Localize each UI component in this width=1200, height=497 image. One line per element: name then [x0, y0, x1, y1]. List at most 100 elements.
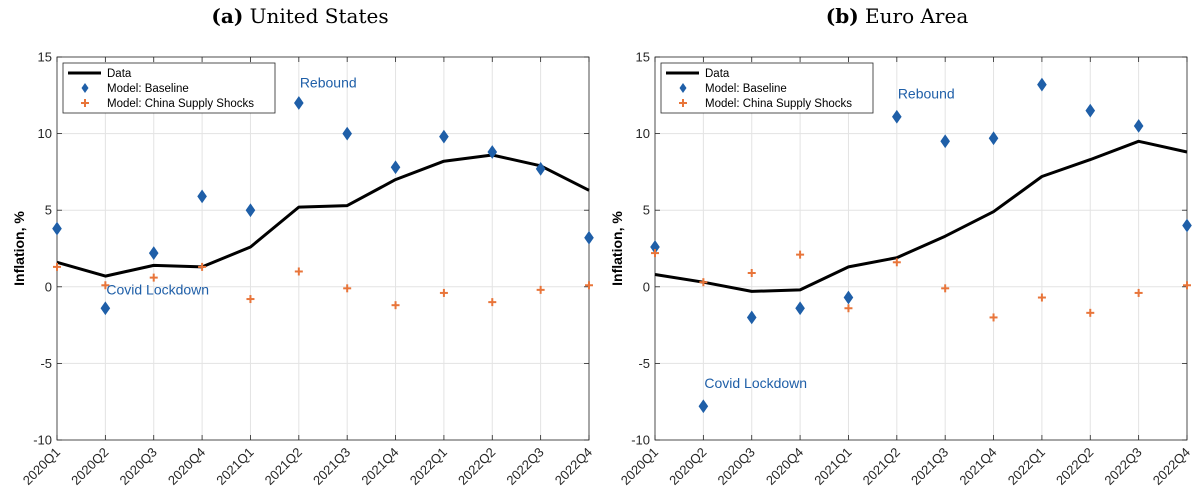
x-tick-label: 2020Q1: [618, 445, 661, 488]
point-baseline: [197, 189, 207, 204]
legend: Data Model: Baseline Model: China Supply S…: [660, 62, 874, 114]
point-china-supply: [989, 313, 998, 322]
x-tick-label: 2020Q3: [117, 445, 160, 488]
point-baseline: [390, 160, 401, 175]
annotation: Rebound: [300, 75, 357, 91]
panel-b-title-text: Euro Area: [865, 4, 969, 28]
point-china-supply: [651, 249, 659, 258]
point-china-supply: [699, 278, 708, 287]
point-baseline: [439, 129, 449, 144]
x-tick-label: 2022Q3: [503, 445, 546, 488]
legend-label: Data: [107, 68, 132, 80]
point-china-supply: [53, 262, 61, 271]
point-china-supply: [1037, 293, 1046, 302]
x-tick-label: 2020Q4: [763, 445, 806, 488]
legend-label: Model: China Supply Shocks: [705, 98, 852, 110]
point-china-supply: [488, 298, 497, 307]
point-china-supply: [536, 285, 545, 294]
series-line-data: [654, 139, 1188, 293]
x-tick-label: 2021Q3: [908, 445, 951, 488]
point-china-supply: [941, 284, 950, 293]
legend-label: Model: Baseline: [107, 83, 189, 95]
legend-swatch-diamond: [81, 83, 89, 93]
y-tick-label: 10: [636, 126, 650, 141]
point-baseline: [1037, 77, 1047, 92]
x-tick-label: 2022Q4: [1150, 445, 1193, 488]
y-tick-label: -5: [40, 356, 52, 371]
panel-b-title: (b) Euro Area: [826, 4, 968, 28]
x-tick-label: 2021Q4: [358, 445, 401, 488]
point-china-supply: [1086, 308, 1095, 317]
y-tick-label: 5: [45, 203, 52, 218]
x-tick-label: 2021Q2: [860, 445, 903, 488]
x-tick-label: 2020Q1: [20, 445, 63, 488]
panel-a-title-text: United States: [249, 4, 389, 28]
x-tick-label: 2022Q1: [1005, 445, 1048, 488]
x-tick-label: 2021Q3: [310, 445, 353, 488]
point-china-supply: [198, 262, 207, 271]
x-tick-label: 2021Q4: [956, 445, 999, 488]
point-china-supply: [246, 295, 255, 304]
y-tick-label: -5: [638, 356, 650, 371]
point-baseline: [940, 134, 950, 149]
y-axis-label: Inflation, %: [609, 211, 625, 286]
point-china-supply: [439, 288, 448, 297]
point-baseline: [988, 131, 999, 146]
panel-b-label: (b): [825, 4, 859, 28]
point-baseline: [795, 301, 805, 316]
legend-label: Data: [705, 68, 730, 80]
legend-label: Model: Baseline: [705, 83, 787, 95]
point-baseline: [1085, 103, 1096, 118]
point-baseline: [52, 221, 62, 236]
annotation: Rebound: [898, 85, 955, 101]
point-baseline: [487, 145, 498, 159]
point-baseline: [892, 109, 902, 124]
point-china-supply: [343, 284, 352, 293]
point-baseline: [1182, 218, 1192, 233]
point-china-supply: [892, 258, 901, 267]
x-tick-label: 2020Q4: [165, 445, 208, 488]
point-baseline: [1133, 119, 1144, 133]
point-china-supply: [844, 304, 853, 313]
x-tick-label: 2022Q3: [1101, 445, 1144, 488]
x-tick-label: 2022Q2: [1053, 445, 1096, 488]
point-china-supply: [391, 301, 400, 310]
annotation: Covid Lockdown: [106, 281, 209, 297]
point-china-supply: [294, 267, 303, 276]
y-tick-label: 0: [643, 279, 650, 294]
series-line-data: [56, 153, 590, 278]
y-tick-label: -10: [33, 433, 52, 448]
y-tick-label: 15: [38, 50, 52, 65]
y-tick-label: 15: [636, 50, 650, 65]
x-tick-label: 2021Q1: [213, 445, 256, 488]
point-baseline: [342, 126, 352, 141]
point-china-supply: [1134, 288, 1143, 297]
plot-frame: [56, 56, 590, 441]
x-tick-label: 2022Q1: [407, 445, 450, 488]
point-baseline: [698, 399, 709, 414]
y-tick-label: 10: [38, 126, 52, 141]
legend: Data Model: Baseline Model: China Supply S…: [62, 62, 276, 114]
y-tick-label: -10: [631, 433, 650, 448]
legend-swatch-diamond: [679, 83, 687, 93]
annotation: Covid Lockdown: [704, 375, 807, 391]
y-tick-label: 0: [45, 279, 52, 294]
x-tick-label: 2020Q2: [68, 445, 111, 488]
point-china-supply: [585, 281, 593, 290]
x-tick-label: 2022Q2: [455, 445, 498, 488]
point-china-supply: [149, 273, 158, 282]
x-tick-label: 2021Q1: [811, 445, 854, 488]
point-china-supply: [101, 281, 110, 290]
point-baseline: [294, 96, 304, 110]
y-tick-label: 5: [643, 203, 650, 218]
legend-box: [660, 62, 874, 114]
panel-a-label: (a): [211, 4, 244, 28]
x-tick-label: 2022Q4: [552, 445, 595, 488]
legend-label: Model: China Supply Shocks: [107, 98, 254, 110]
point-baseline: [148, 246, 159, 260]
point-baseline: [746, 310, 757, 325]
point-china-supply: [747, 269, 756, 278]
